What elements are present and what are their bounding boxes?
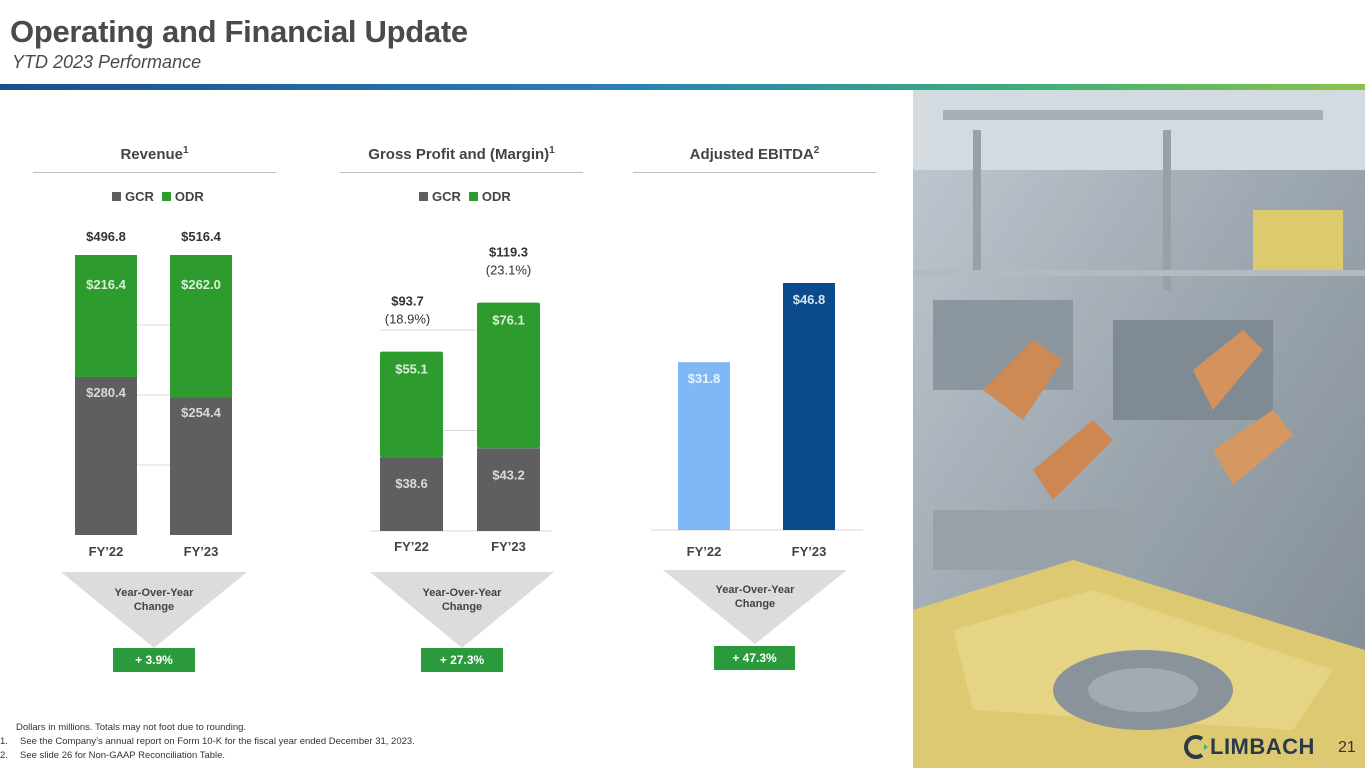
revenue-chart: $280.4 $216.4 $496.8 FY’22 $254.4 $262.0 $516.… [75, 229, 232, 559]
bar-gcr-0 [75, 376, 137, 535]
gross-profit-legend: GCR ODR [419, 189, 511, 204]
value-label-odr-1: $76.1 [492, 313, 525, 328]
page-number: 21 [1338, 739, 1356, 756]
value-label-1: $46.8 [793, 292, 826, 307]
value-label-gcr-0: $280.4 [86, 385, 127, 400]
category-label-1: FY’23 [491, 539, 526, 554]
page-subtitle: YTD 2023 Performance [12, 52, 202, 72]
gross-profit-yoy-arrow [370, 572, 554, 648]
ebitda-yoy-arrow [663, 570, 847, 644]
footnote-1: 1. See the Company’s annual report on For… [0, 736, 415, 747]
ebitda-chart-title: Adjusted EBITDA2 [689, 145, 820, 163]
total-label-0: $496.8 [86, 229, 126, 244]
revenue-yoy-label: Year-Over-Year Change [114, 587, 194, 613]
revenue-title-rule [33, 172, 276, 173]
value-label-odr-0: $55.1 [395, 362, 428, 377]
gross-profit-title-rule [340, 172, 583, 173]
value-label-gcr-1: $254.4 [181, 405, 222, 420]
bar-gcr-0 [380, 457, 443, 531]
total-label-0: $93.7 [391, 294, 424, 309]
bar-gcr-1 [170, 397, 232, 535]
category-label-0: FY’22 [89, 544, 124, 559]
value-label-gcr-0: $38.6 [395, 476, 428, 491]
legend-item-gcr: GCR [419, 189, 461, 204]
ebitda-title-rule [633, 172, 876, 173]
footnotes: Dollars in millions. Totals may not foot… [0, 721, 415, 763]
header-gradient-bar [0, 84, 1365, 90]
bar-odr-0 [380, 351, 443, 458]
bar-odr-1 [477, 302, 540, 449]
value-label-odr-0: $216.4 [86, 277, 127, 292]
factory-photo [913, 90, 1365, 768]
bar-ebitda-0 [678, 362, 730, 530]
category-label-1: FY’23 [184, 544, 219, 559]
limbach-logo-icon [1184, 735, 1208, 759]
bar-ebitda-1 [783, 283, 835, 530]
footnote-2: 2. See slide 26 for Non-GAAP Reconciliati… [0, 750, 226, 761]
legend-item-odr: ODR [161, 189, 204, 204]
revenue-yoy-arrow [61, 572, 247, 648]
total-label-1: $516.4 [181, 229, 222, 244]
gross-profit-yoy-label: Year-Over-Year Change [422, 587, 502, 613]
footnote-general: Dollars in millions. Totals may not foot… [16, 722, 247, 733]
margin-label-0: (18.9%) [385, 312, 431, 327]
bar-odr-1 [170, 255, 232, 398]
revenue-yoy-badge: + 3.9% [113, 648, 195, 672]
legend-item-odr: ODR [468, 189, 511, 204]
gross-profit-chart-title: Gross Profit and (Margin)1 [368, 145, 555, 163]
bar-gcr-1 [477, 448, 540, 531]
legend-item-gcr: GCR [112, 189, 154, 204]
value-label-gcr-1: $43.2 [492, 467, 525, 482]
ebitda-yoy-badge: + 47.3% [714, 646, 795, 670]
revenue-legend: GCR ODR [112, 189, 204, 204]
page-title: Operating and Financial Update [10, 14, 468, 49]
revenue-chart-title: Revenue1 [120, 145, 189, 163]
value-label-0: $31.8 [688, 371, 721, 386]
category-label-0: FY’22 [394, 539, 429, 554]
total-label-1: $119.3 [489, 245, 528, 260]
gross-profit-chart: $38.6 $55.1 $93.7 (18.9%) FY’22 $43.2 $76.1 $11… [370, 245, 552, 554]
bar-odr-0 [75, 255, 137, 377]
ebitda-chart: $31.8 FY’22 $46.8 FY’23 [651, 283, 863, 559]
margin-label-1: (23.1%) [486, 263, 532, 278]
category-label-0: FY’22 [687, 544, 722, 559]
value-label-odr-1: $262.0 [181, 277, 221, 292]
limbach-logo: LIMBACH [1180, 734, 1315, 760]
ebitda-yoy-label: Year-Over-Year Change [715, 584, 795, 610]
gross-profit-yoy-badge: + 27.3% [421, 648, 503, 672]
category-label-1: FY’23 [792, 544, 827, 559]
